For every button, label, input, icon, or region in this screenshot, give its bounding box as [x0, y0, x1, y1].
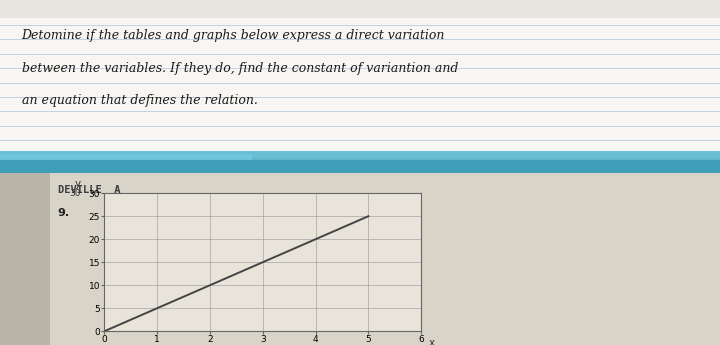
Text: 9.: 9.	[58, 208, 70, 218]
Bar	[0, 151, 720, 179]
Bar	[0, 0, 720, 18]
Text: x: x	[429, 338, 436, 345]
Text: Detomine if the tables and graphs below express a direct variation: Detomine if the tables and graphs below …	[22, 29, 445, 42]
Text: DEVILLE  A: DEVILLE A	[58, 185, 120, 195]
Text: y: y	[75, 179, 81, 189]
Bar	[0, 0, 720, 158]
Text: between the variables. If they do, find the constant of variantion and: between the variables. If they do, find …	[22, 62, 458, 75]
Bar	[0, 160, 720, 174]
Bar	[0, 154, 252, 160]
Text: 30: 30	[70, 189, 81, 198]
Bar	[0, 172, 50, 345]
Text: an equation that defines the relation.: an equation that defines the relation.	[22, 94, 258, 107]
